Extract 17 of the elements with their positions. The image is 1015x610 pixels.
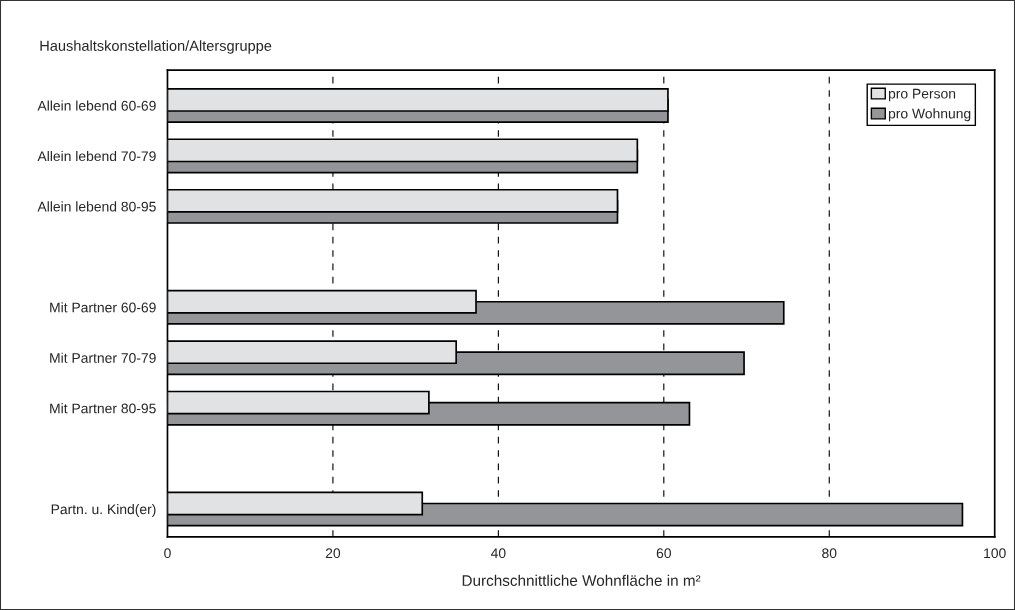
x-tick-label: 0 xyxy=(164,548,171,559)
legend-label: pro Person xyxy=(888,88,956,102)
legend-label: pro Wohnung xyxy=(888,108,971,122)
y-tick-label: Mit Partner 70-79 xyxy=(50,352,156,363)
x-tick-label: 100 xyxy=(984,548,1006,559)
y-tick-label: Mit Partner 80-95 xyxy=(50,403,156,414)
x-tick-label: 80 xyxy=(822,548,837,559)
x-tick-label: 40 xyxy=(490,548,506,559)
y-tick-label: Allein lebend 70-79 xyxy=(37,150,156,162)
x-tick-label: 20 xyxy=(325,548,341,559)
x-axis-title: Durchschnittliche Wohnfläche in m² xyxy=(462,574,701,586)
y-tick-label: Partn. u. Kind(er) xyxy=(51,504,156,517)
y-tick-label: Mit Partner 60-69 xyxy=(50,302,156,313)
x-tick-label: 60 xyxy=(656,548,671,559)
y-tick-label: Allein lebend 80-95 xyxy=(37,201,156,212)
y-axis-title: Haushaltskonstellation/Altersgruppe xyxy=(40,40,272,54)
y-tick-label: Allein lebend 60-69 xyxy=(37,100,156,111)
